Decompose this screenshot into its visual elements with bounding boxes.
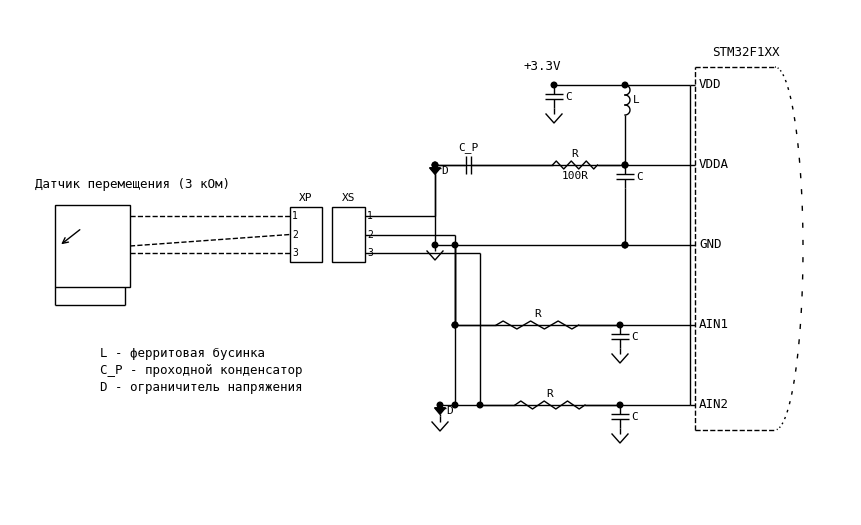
Circle shape (432, 162, 437, 168)
Text: R: R (534, 309, 541, 319)
Text: AIN1: AIN1 (699, 319, 729, 331)
Polygon shape (435, 408, 445, 414)
Circle shape (623, 162, 628, 168)
Text: AIN2: AIN2 (699, 398, 729, 412)
Text: XP: XP (300, 193, 313, 203)
Text: C: C (631, 331, 638, 341)
Text: 100R: 100R (561, 171, 589, 181)
Circle shape (617, 402, 623, 408)
Bar (290, 207, 322, 262)
Text: R: R (547, 389, 554, 399)
Text: VDDA: VDDA (699, 159, 729, 172)
Text: GND: GND (699, 238, 722, 251)
Circle shape (437, 402, 443, 408)
Text: XS: XS (342, 193, 356, 203)
Text: C: C (631, 412, 638, 422)
Text: L - ферритовая бусинка: L - ферритовая бусинка (100, 347, 265, 360)
Text: 3: 3 (367, 248, 373, 258)
Circle shape (477, 402, 483, 408)
Text: VDD: VDD (699, 79, 722, 91)
Circle shape (551, 82, 557, 88)
Circle shape (452, 322, 458, 328)
Circle shape (452, 402, 458, 408)
Circle shape (432, 242, 437, 248)
Circle shape (452, 322, 458, 328)
Circle shape (623, 162, 628, 168)
Text: STM32F1XX: STM32F1XX (713, 46, 780, 59)
Text: C: C (565, 91, 572, 101)
Circle shape (452, 242, 458, 248)
Text: D - ограничитель напряжения: D - ограничитель напряжения (100, 381, 302, 394)
Circle shape (623, 242, 628, 248)
Text: 2: 2 (367, 229, 373, 239)
Text: 3: 3 (292, 248, 298, 258)
Text: D: D (446, 405, 453, 415)
Text: R: R (572, 149, 579, 159)
Text: 2: 2 (292, 229, 298, 239)
Text: D: D (441, 165, 448, 175)
Text: L: L (633, 95, 640, 105)
Bar (55, 205, 130, 287)
Text: 1: 1 (367, 211, 373, 221)
Text: C: C (636, 172, 643, 182)
Text: 1: 1 (292, 211, 298, 221)
Circle shape (617, 322, 623, 328)
Circle shape (623, 242, 628, 248)
Text: C_P: C_P (458, 142, 478, 153)
Text: +3.3V: +3.3V (524, 60, 561, 73)
Circle shape (623, 82, 628, 88)
Polygon shape (430, 168, 441, 174)
Bar (332, 207, 365, 262)
Text: C_P - проходной конденсатор: C_P - проходной конденсатор (100, 364, 302, 377)
Text: Датчик перемещения (3 кОм): Датчик перемещения (3 кОм) (35, 178, 230, 191)
Circle shape (432, 162, 437, 168)
